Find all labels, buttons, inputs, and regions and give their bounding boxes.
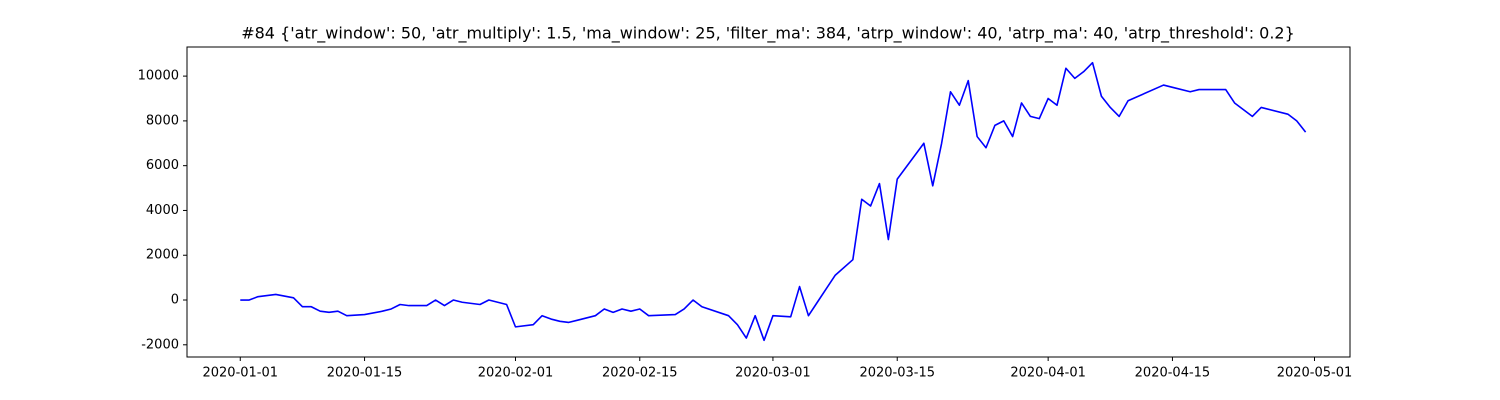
x-tick-label: 2020-02-15 bbox=[602, 366, 678, 381]
y-tick-label: 0 bbox=[171, 293, 179, 308]
x-tick-label: 2020-05-01 bbox=[1277, 366, 1353, 381]
x-tick-label: 2020-01-15 bbox=[327, 366, 403, 381]
y-tick-label: 2000 bbox=[146, 248, 179, 263]
plot-frame bbox=[186, 46, 1351, 358]
y-tick-label: 6000 bbox=[146, 158, 179, 173]
x-tick-label: 2020-03-15 bbox=[859, 366, 935, 381]
x-tick-label: 2020-02-01 bbox=[478, 366, 554, 381]
x-tick-label: 2020-01-01 bbox=[202, 366, 278, 381]
x-tick-label: 2020-03-01 bbox=[735, 366, 811, 381]
data-line bbox=[240, 61, 1307, 342]
y-tick-label: 10000 bbox=[138, 69, 179, 84]
x-tick-label: 2020-04-01 bbox=[1010, 366, 1086, 381]
x-tick-label: 2020-04-15 bbox=[1135, 366, 1211, 381]
y-tick-label: 4000 bbox=[146, 203, 179, 218]
y-tick-label: 8000 bbox=[146, 113, 179, 128]
chart-title: #84 {'atr_window': 50, 'atr_multiply': 1… bbox=[241, 24, 1295, 44]
y-tick-label: -2000 bbox=[141, 337, 179, 352]
